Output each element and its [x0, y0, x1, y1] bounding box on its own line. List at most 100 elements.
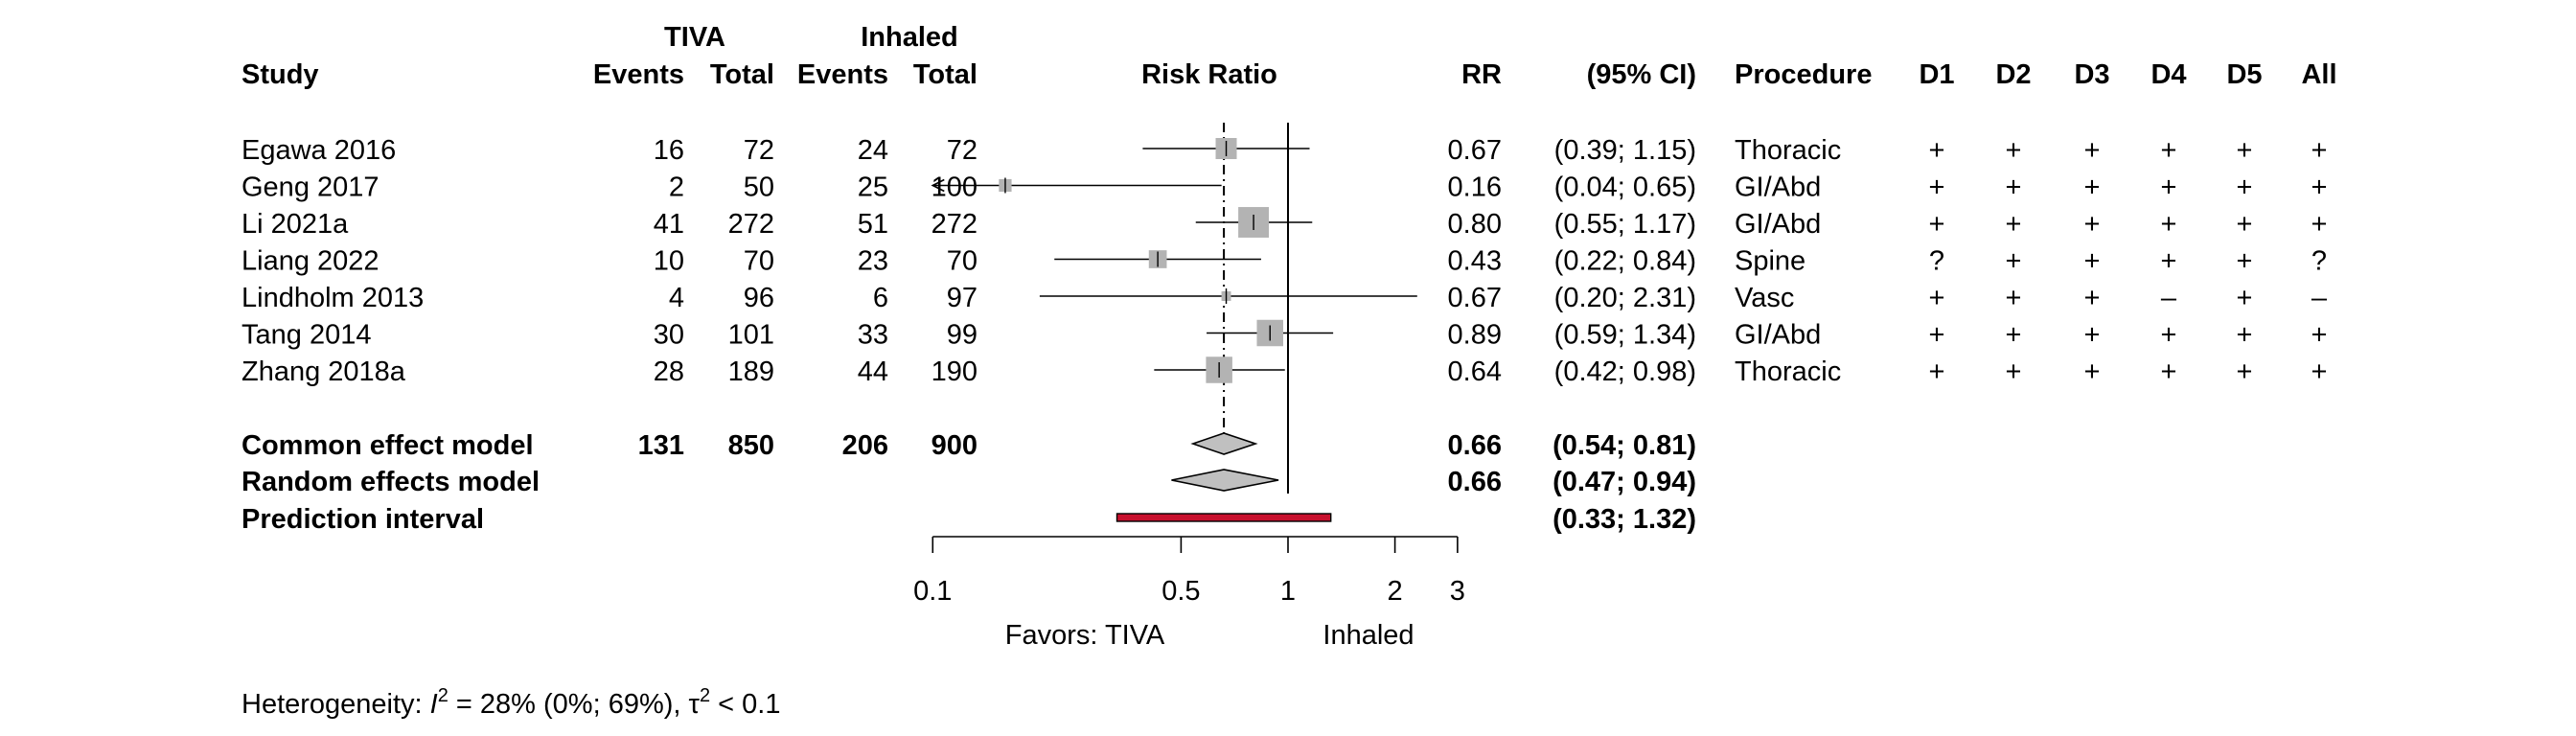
- bias-d5: +: [2237, 246, 2253, 277]
- ci-value: (0.22; 0.84): [1554, 246, 1696, 277]
- bias-d2: +: [2006, 246, 2022, 277]
- rr-value: 0.80: [1448, 209, 1502, 240]
- procedure: GI/Abd: [1735, 320, 1821, 351]
- bias-d1: +: [1929, 283, 1945, 313]
- tau-superscript: 2: [700, 685, 710, 706]
- study-name: Tang 2014: [242, 320, 371, 351]
- bias-d2: +: [2006, 320, 2022, 351]
- header-total-tiva: Total: [710, 59, 774, 90]
- x-tick-label: 1: [1280, 576, 1296, 607]
- events-tiva: 30: [654, 320, 684, 351]
- events-tiva: 4: [669, 283, 684, 313]
- ci-value: (0.39; 1.15): [1554, 135, 1696, 166]
- rr-value: 0.67: [1448, 135, 1502, 166]
- axis-label-favors-tiva: Favors: TIVA: [1005, 620, 1165, 651]
- events-tiva: 10: [654, 246, 684, 277]
- study-name: Zhang 2018a: [242, 356, 406, 387]
- bias-d1: +: [1929, 209, 1945, 240]
- events-inhaled: 23: [858, 246, 888, 277]
- events-inhaled: 6: [873, 283, 888, 313]
- rr-value: 0.64: [1448, 356, 1502, 387]
- total-inhaled: 99: [947, 320, 978, 351]
- ci-value: (0.04; 0.65): [1554, 172, 1696, 203]
- procedure: GI/Abd: [1735, 209, 1821, 240]
- study-name: Li 2021a: [242, 209, 349, 240]
- tau-value: < 0.1: [710, 689, 780, 720]
- events-inhaled: 33: [858, 320, 888, 351]
- random-ci: (0.47; 0.94): [1552, 467, 1696, 497]
- events-tiva: 2: [669, 172, 684, 203]
- total-tiva: 189: [728, 356, 774, 387]
- bias-d6: +: [2312, 135, 2328, 166]
- header-risk-ratio: Risk Ratio: [1141, 59, 1277, 90]
- header-study: Study: [242, 59, 319, 90]
- header-all: All: [2301, 59, 2336, 90]
- bias-d6: +: [2312, 209, 2328, 240]
- ci-arrow: [931, 178, 945, 193]
- rr-value: 0.43: [1448, 246, 1502, 277]
- rr-value: 0.89: [1448, 320, 1502, 351]
- bias-d6: +: [2312, 356, 2328, 387]
- bias-d4: +: [2161, 246, 2177, 277]
- header-d3: D3: [2074, 59, 2109, 90]
- axis-label-inhaled: Inhaled: [1322, 620, 1414, 651]
- total-tiva: 70: [744, 246, 774, 277]
- header-d5: D5: [2226, 59, 2262, 90]
- total-inhaled: 190: [932, 356, 978, 387]
- bias-d4: +: [2161, 356, 2177, 387]
- x-tick-label: 0.1: [913, 576, 952, 607]
- rr-value: 0.16: [1448, 172, 1502, 203]
- header-d4: D4: [2150, 59, 2186, 90]
- common-total-tiva: 850: [728, 430, 774, 461]
- total-tiva: 50: [744, 172, 774, 203]
- header-d1: D1: [1919, 59, 1954, 90]
- bias-d3: +: [2084, 356, 2101, 387]
- ci-value: (0.20; 2.31): [1554, 283, 1696, 313]
- total-inhaled: 97: [947, 283, 978, 313]
- common-ci: (0.54; 0.81): [1552, 430, 1696, 461]
- total-inhaled: 70: [947, 246, 978, 277]
- random-rr: 0.66: [1448, 467, 1502, 497]
- study-rows: Egawa 2016 16 72 24 72 0.67 (0.39; 1.15) Thorac…: [242, 135, 2328, 387]
- header-d2: D2: [1995, 59, 2031, 90]
- header-rr: RR: [1461, 59, 1502, 90]
- bias-d5: +: [2237, 283, 2253, 313]
- bias-d3: +: [2084, 246, 2101, 277]
- events-inhaled: 25: [858, 172, 888, 203]
- heterogeneity-text: Heterogeneity: I2 = 28% (0%; 69%), τ2 < …: [242, 685, 780, 720]
- bias-d4: +: [2161, 209, 2177, 240]
- common-label: Common effect model: [242, 430, 534, 461]
- common-effect-diamond: [1190, 432, 1258, 455]
- ci-value: (0.55; 1.17): [1554, 209, 1696, 240]
- procedure: GI/Abd: [1735, 172, 1821, 203]
- events-inhaled: 51: [858, 209, 888, 240]
- total-inhaled: 72: [947, 135, 978, 166]
- bias-d1: +: [1929, 135, 1945, 166]
- bias-d1: +: [1929, 356, 1945, 387]
- bias-d5: +: [2237, 135, 2253, 166]
- i2-value: = 28% (0%; 69%),: [448, 689, 689, 720]
- bias-d3: +: [2084, 172, 2101, 203]
- bias-d3: +: [2084, 135, 2101, 166]
- prediction-label: Prediction interval: [242, 504, 484, 535]
- procedure: Thoracic: [1735, 135, 1841, 166]
- study-name: Egawa 2016: [242, 135, 396, 166]
- ci-value: (0.42; 0.98): [1554, 356, 1696, 387]
- total-inhaled: 100: [932, 172, 978, 203]
- bias-d4: –: [2161, 283, 2177, 313]
- header-ci: (95% CI): [1587, 59, 1696, 90]
- bias-d6: –: [2312, 283, 2328, 313]
- events-tiva: 28: [654, 356, 684, 387]
- bias-d3: +: [2084, 209, 2101, 240]
- common-total-inhaled: 900: [932, 430, 978, 461]
- bias-d6: +: [2312, 172, 2328, 203]
- ci-value: (0.59; 1.34): [1554, 320, 1696, 351]
- header-group-inhaled: Inhaled: [861, 22, 958, 53]
- header-procedure: Procedure: [1735, 59, 1872, 90]
- bias-d2: +: [2006, 356, 2022, 387]
- header-total-inhaled: Total: [913, 59, 978, 90]
- header-events-inhaled: Events: [797, 59, 888, 90]
- bias-d4: +: [2161, 172, 2177, 203]
- events-tiva: 41: [654, 209, 684, 240]
